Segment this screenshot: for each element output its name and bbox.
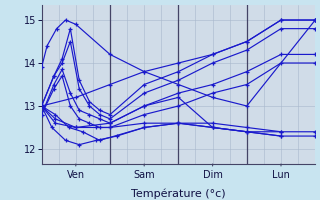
Text: Ven: Ven [67,170,85,180]
Text: Lun: Lun [272,170,290,180]
Text: Dim: Dim [203,170,222,180]
Text: Sam: Sam [133,170,155,180]
Text: Température (°c): Température (°c) [131,189,226,199]
